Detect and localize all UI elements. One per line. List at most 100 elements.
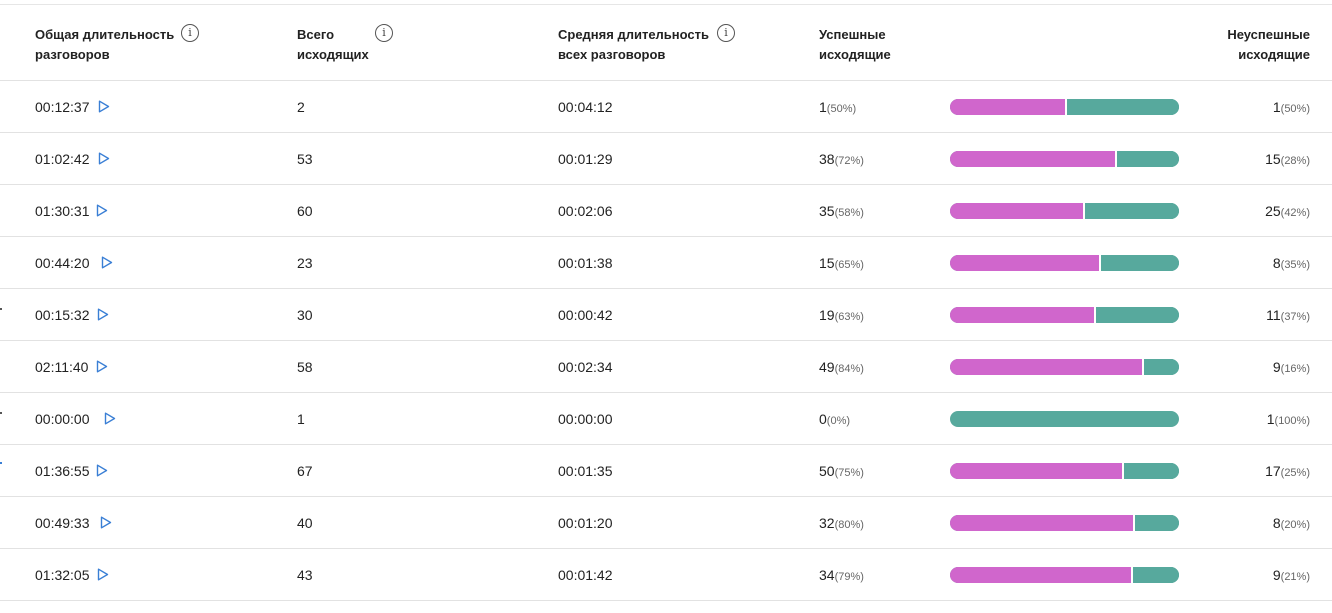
table-row: 01:02:42 53 00:01:29 38(72%) 15(28%) [0,133,1332,185]
play-icon[interactable] [104,412,116,425]
total-outgoing-cell: 2 [297,99,305,115]
info-icon[interactable]: i [717,24,735,42]
play-icon[interactable] [96,360,108,373]
unsuccessful-cell: 9(16%) [1273,358,1310,378]
unsuccessful-percent: (16%) [1280,363,1310,375]
successful-count: 15 [819,255,835,271]
successful-percent: (58%) [834,207,864,219]
bar-separator [1114,151,1117,167]
avg-duration-cell: 00:01:35 [558,463,613,479]
successful-cell: 49(84%) [819,358,864,378]
edge-mark [0,462,2,464]
unsuccessful-cell: 15(28%) [1265,150,1310,170]
header-total-duration-line1: Общая длительность [35,27,175,42]
unsuccessful-percent: (37%) [1280,311,1310,323]
successful-percent: (63%) [834,311,864,323]
successful-cell: 19(63%) [819,306,864,326]
edge-mark [0,412,2,414]
bar-separator [1094,307,1097,323]
success-bar-segment [950,515,1134,531]
play-icon[interactable] [98,152,110,165]
unsuccessful-count: 11 [1266,307,1281,323]
unsuccessful-percent: (50%) [1280,103,1310,115]
table-row: 01:32:05 43 00:01:42 34(79%) 9(21%) [0,549,1332,601]
fail-bar-segment [1096,307,1179,323]
success-ratio-bar [950,203,1179,219]
total-duration-cell: 01:30:31 [35,203,90,219]
total-duration-cell: 01:32:05 [35,567,90,583]
play-icon[interactable] [100,516,112,529]
unsuccessful-percent: (21%) [1280,571,1310,583]
unsuccessful-count: 8 [1272,255,1281,271]
avg-duration-cell: 00:01:42 [558,567,613,583]
unsuccessful-cell: 1(100%) [1267,410,1310,430]
unsuccessful-cell: 8(35%) [1273,254,1310,274]
header-avg-duration: Средняя длительность всех разговоров [558,25,709,65]
total-duration-cell: 00:12:37 [35,99,90,115]
play-icon[interactable] [96,204,108,217]
success-ratio-bar [950,151,1179,167]
success-bar-segment [950,567,1131,583]
total-duration-cell: 02:11:40 [35,359,89,375]
fail-bar-segment [950,411,1179,427]
header-total-duration-line2: разговоров [35,47,110,62]
successful-cell: 0(0%) [819,410,850,430]
unsuccessful-count: 8 [1272,515,1281,531]
header-successful: Успешные исходящие [819,25,891,65]
fail-bar-segment [1100,255,1179,271]
success-ratio-bar [950,255,1179,271]
success-bar-segment [950,463,1122,479]
successful-count: 0 [819,411,827,427]
header-avg-duration-line1: Средняя длительность [558,27,710,42]
total-outgoing-cell: 43 [297,567,313,583]
bar-separator [1130,567,1133,583]
header-total-outgoing-line2: исходящих [297,47,369,62]
unsuccessful-cell: 1(50%) [1273,98,1310,118]
avg-duration-cell: 00:02:06 [558,203,613,219]
table-row: 00:00:00 1 00:00:00 0(0%) 1(100%) [0,393,1332,445]
avg-duration-cell: 00:02:34 [558,359,613,375]
play-icon[interactable] [101,256,113,269]
total-outgoing-cell: 60 [297,203,313,219]
total-outgoing-cell: 30 [297,307,313,323]
play-icon[interactable] [97,308,109,321]
table-row: 01:30:31 60 00:02:06 35(58%) 25(42%) [0,185,1332,237]
bar-separator [1121,463,1124,479]
success-bar-segment [950,151,1115,167]
table-row: 01:36:55 67 00:01:35 50(75%) 17(25%) [0,445,1332,497]
unsuccessful-count: 15 [1265,151,1281,167]
successful-count: 35 [819,203,835,219]
info-icon[interactable]: i [181,24,199,42]
play-icon[interactable] [96,464,108,477]
header-avg-duration-line2: всех разговоров [558,47,666,62]
total-duration-cell: 00:00:00 [35,411,90,427]
play-icon[interactable] [97,568,109,581]
success-ratio-bar [950,99,1179,115]
info-icon[interactable]: i [375,24,393,42]
successful-percent: (50%) [826,103,857,115]
bar-separator [1098,255,1101,271]
success-bar-segment [950,203,1083,219]
avg-duration-cell: 00:01:20 [558,515,613,531]
bar-separator [1064,99,1067,115]
fail-bar-segment [1116,151,1179,167]
success-bar-segment [950,99,1065,115]
successful-cell: 32(80%) [819,514,864,534]
success-ratio-bar [950,411,1179,427]
edge-mark [0,308,2,310]
success-ratio-bar [950,307,1179,323]
top-divider [0,4,1332,5]
avg-duration-cell: 00:04:12 [558,99,613,115]
successful-count: 34 [819,567,835,583]
total-duration-cell: 01:36:55 [35,463,90,479]
total-outgoing-cell: 67 [297,463,313,479]
successful-percent: (79%) [834,571,864,583]
play-icon[interactable] [98,100,110,113]
unsuccessful-count: 9 [1272,567,1281,583]
table-row: 00:49:33 40 00:01:20 32(80%) 8(20%) [0,497,1332,549]
successful-count: 19 [819,307,835,323]
header-total-outgoing: Всего исходящих [297,25,369,65]
unsuccessful-cell: 11(37%) [1266,306,1310,326]
header-successful-line2: исходящие [819,47,891,62]
fail-bar-segment [1066,99,1179,115]
